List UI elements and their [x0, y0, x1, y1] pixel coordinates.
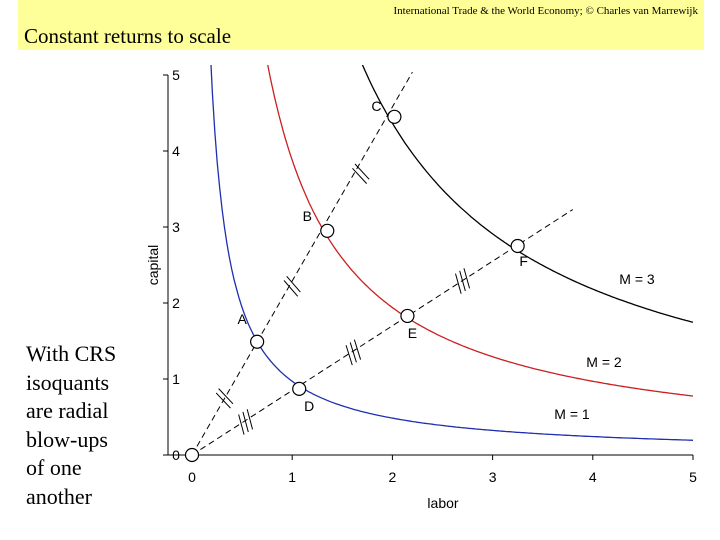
- isoquant-1: [210, 65, 694, 441]
- slide-title: Constant returns to scale: [24, 24, 232, 48]
- side-note: With CRS isoquants are radial blow-ups o…: [26, 340, 151, 511]
- hatch-mark: [345, 345, 353, 366]
- point-label-c: C: [371, 98, 381, 114]
- x-tick-label: 5: [689, 469, 697, 485]
- point-label-e: E: [408, 325, 417, 341]
- hatch-mark: [349, 342, 357, 363]
- point-a: [250, 334, 265, 349]
- side-note-line: are radial: [26, 398, 109, 423]
- hatch-mark: [455, 273, 462, 294]
- isoquant-label-2: M = 2: [586, 354, 622, 370]
- hatch-mark: [352, 167, 368, 184]
- y-tick-label: 1: [172, 371, 180, 387]
- hatch-mark: [215, 392, 231, 409]
- side-note-line: With CRS: [26, 341, 117, 366]
- hatch-mark: [218, 388, 234, 405]
- ray-2: [191, 209, 574, 456]
- point-label-f: F: [519, 253, 528, 269]
- hatch-mark: [238, 414, 245, 435]
- x-tick-label: 2: [389, 469, 397, 485]
- side-note-line: another: [26, 483, 92, 509]
- x-tick-label: 1: [288, 469, 296, 485]
- point-o: [184, 447, 200, 463]
- side-note-line: of one: [26, 455, 82, 480]
- hatch-mark: [242, 411, 249, 433]
- y-tick-label: 0: [172, 447, 180, 463]
- x-tick-label: 4: [589, 469, 597, 485]
- y-axis-title: capital: [145, 245, 161, 285]
- point-e: [400, 308, 415, 324]
- point-b: [320, 223, 335, 238]
- isoquant-3: [361, 65, 694, 323]
- hatch-mark: [283, 280, 299, 297]
- hatch-mark: [459, 270, 466, 292]
- isoquant-label-1: M = 1: [554, 406, 590, 422]
- isoquant-2: [267, 65, 694, 397]
- y-tick-label: 4: [172, 143, 180, 159]
- hatch-mark: [353, 339, 362, 360]
- point-label-d: D: [304, 398, 314, 414]
- point-f: [510, 238, 525, 254]
- hatch-mark: [463, 268, 471, 289]
- ray-1: [191, 71, 413, 456]
- y-tick-label: 2: [172, 295, 180, 311]
- isoquant-label-3: M = 3: [619, 271, 655, 287]
- hatch-mark: [354, 163, 370, 180]
- y-tick-label: 5: [172, 67, 180, 83]
- point-label-a: A: [237, 311, 247, 327]
- header-credit: International Trade & the World Economy;…: [393, 5, 698, 17]
- point-c: [387, 109, 402, 124]
- hatch-mark: [286, 275, 301, 293]
- point-label-b: B: [303, 208, 312, 224]
- x-tick-label: 0: [188, 469, 196, 485]
- y-tick-label: 3: [172, 219, 180, 235]
- side-note-line: blow-ups: [26, 426, 108, 452]
- side-note-line: isoquants: [26, 369, 110, 395]
- slide-header: International Trade & the World Economy;…: [18, 0, 704, 50]
- x-tick-label: 3: [489, 469, 497, 485]
- point-d: [292, 381, 307, 396]
- hatch-mark: [246, 409, 254, 430]
- x-axis-title: labor: [427, 495, 458, 511]
